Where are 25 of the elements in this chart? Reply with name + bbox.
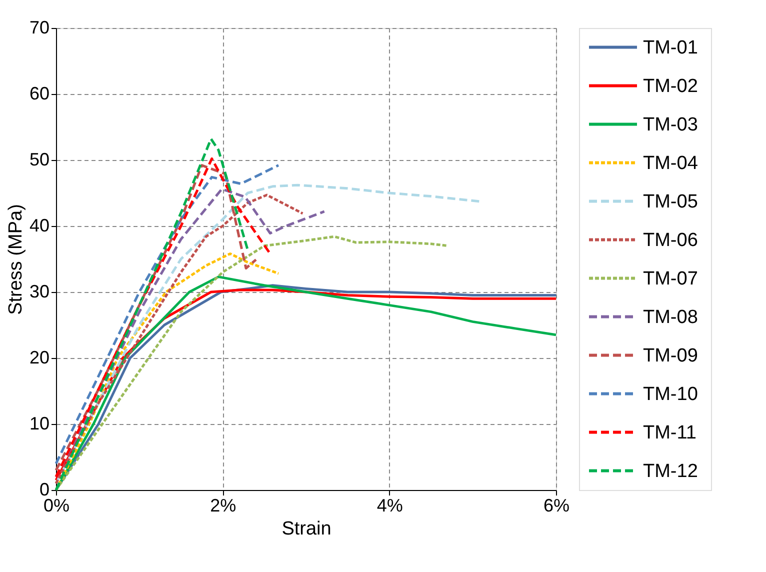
legend-label: TM-11	[643, 422, 696, 444]
y-tick-label: 60	[29, 84, 50, 104]
legend-label: TM-04	[643, 152, 698, 174]
y-axis-title: Stress (MPa)	[5, 204, 26, 315]
x-tick-label: 6%	[543, 496, 570, 516]
x-tick-label: 2%	[210, 496, 236, 516]
legend-label: TM-06	[643, 230, 698, 251]
line-series	[54, 235, 449, 492]
y-tick-label: 10	[29, 414, 50, 434]
legend-label: TM-01	[643, 37, 698, 58]
legend-label: TM-03	[643, 114, 698, 136]
legend-label: TM-09	[643, 345, 698, 366]
y-tick-label: 70	[29, 18, 50, 38]
x-tick-label: 4%	[376, 496, 403, 516]
x-axis-title: Strain	[282, 518, 332, 540]
legend-label: TM-05	[643, 191, 698, 212]
y-tick-label: 20	[29, 348, 50, 368]
y-tick-label: 50	[29, 150, 50, 170]
legend-label: TM-12	[643, 460, 698, 482]
legend-label: TM-08	[643, 306, 698, 328]
legend-label: TM-10	[643, 384, 698, 405]
y-tick-label: 40	[29, 216, 50, 236]
legend-label: TM-07	[643, 268, 698, 290]
legend-label: TM-02	[643, 76, 698, 97]
y-tick-label: 30	[29, 282, 50, 302]
